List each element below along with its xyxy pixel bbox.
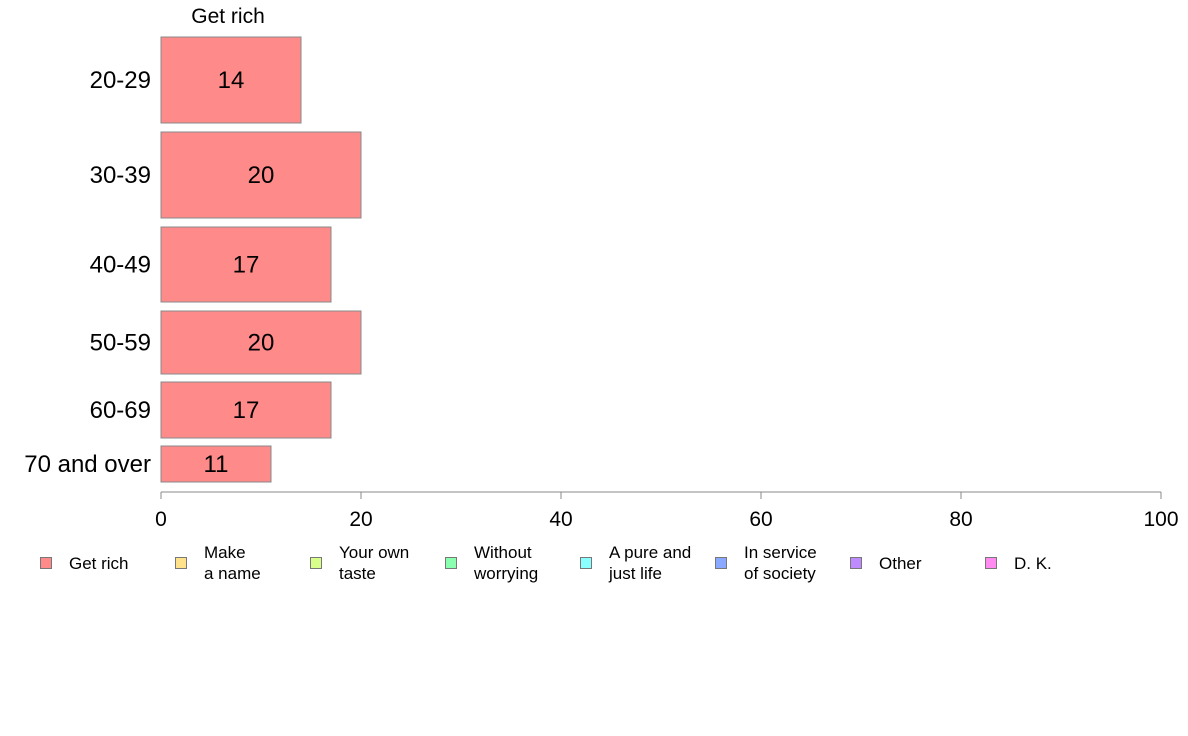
legend-label: In service of society [744,543,817,583]
bar-20-29 [160,36,302,124]
legend-swatch [175,557,187,569]
category-label: 30-39 [90,162,151,189]
legend-label: Get rich [69,553,129,573]
bar-30-39 [160,131,362,219]
legend-label: Your own taste [339,543,410,583]
legend-item: Get rich [40,540,129,586]
legend-swatch [850,557,862,569]
legend-label: D. K. [1014,553,1052,573]
category-label: 60-69 [90,397,151,424]
legend-swatch [985,557,997,569]
series-top-label: Get rich [191,5,265,28]
bar-value-label: 20 [248,162,275,189]
legend-swatch [715,557,727,569]
legend-item: Other [850,540,922,586]
legend-swatch [580,557,592,569]
legend-item: Make a name [175,540,261,586]
legend-item: D. K. [985,540,1052,586]
bar-50-59 [160,310,362,375]
legend-label: Without worrying [474,543,539,583]
x-tick-label: 80 [949,508,972,531]
x-tick-label: 40 [549,508,572,531]
legend: Get rich Make a name Your own taste Without… [0,540,1188,590]
legend-item: A pure and just life [580,540,691,586]
bar-value-label: 17 [233,252,260,279]
legend-item: Your own taste [310,540,409,586]
category-label: 50-59 [90,330,151,357]
bar-value-label: 17 [233,397,260,424]
legend-label: Make a name [204,543,261,583]
bar-value-label: 14 [218,67,245,94]
bar-value-label: 20 [248,330,275,357]
category-label: 70 and over [24,451,151,478]
bar-70-and-over [160,445,272,483]
x-tick-label: 60 [749,508,772,531]
bars-group: 14 20-29 20 30-39 17 40-49 20 50-59 17 60-69 11 70 … [24,36,362,483]
legend-label: A pure and just life [609,543,692,583]
bar-60-69 [160,381,332,439]
legend-swatch [40,557,52,569]
x-axis: 0 20 40 60 80 100 [155,491,1179,531]
x-tick-label: 20 [349,508,372,531]
x-tick-label: 0 [155,508,167,531]
bar-value-label: 11 [204,451,229,478]
legend-label: Other [879,553,922,573]
legend-swatch [310,557,322,569]
category-label: 20-29 [90,67,151,94]
legend-swatch [445,557,457,569]
category-label: 40-49 [90,252,151,279]
legend-item: In service of society [715,540,817,586]
x-tick-label: 100 [1143,508,1178,531]
legend-item: Without worrying [445,540,538,586]
bar-40-49 [160,226,332,303]
